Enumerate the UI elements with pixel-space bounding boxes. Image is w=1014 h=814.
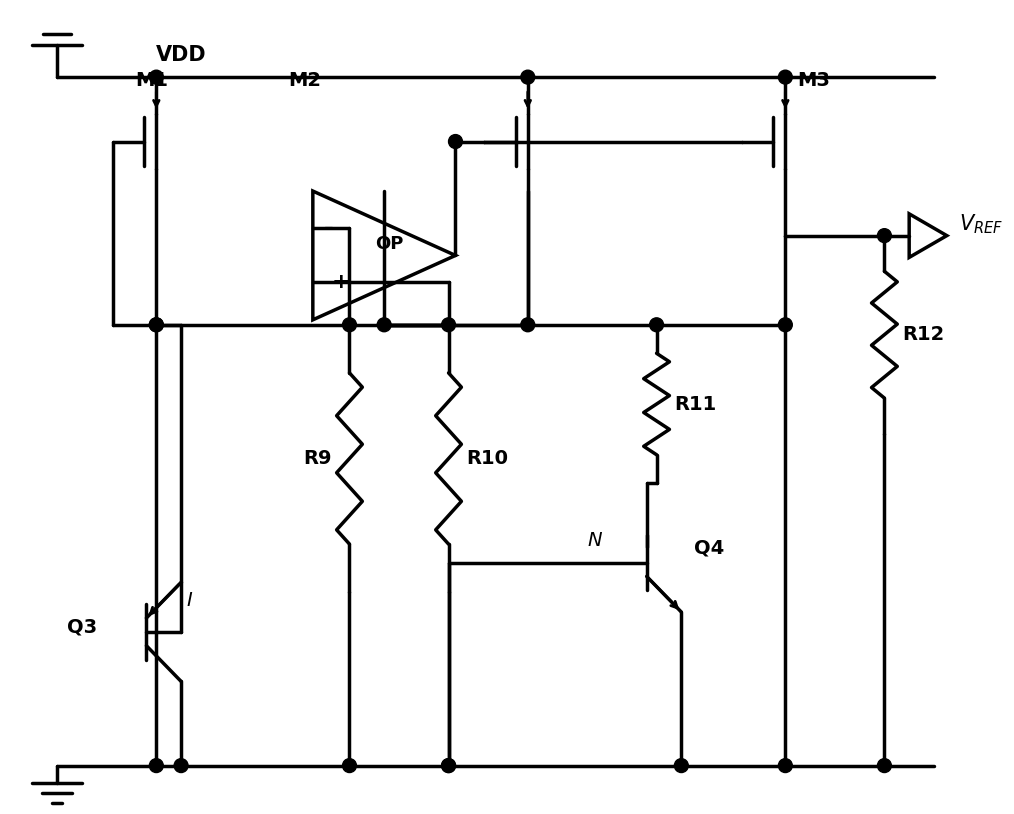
Circle shape bbox=[442, 317, 455, 332]
Circle shape bbox=[877, 229, 891, 243]
Text: I: I bbox=[186, 591, 192, 610]
Circle shape bbox=[650, 317, 663, 332]
Text: R11: R11 bbox=[674, 395, 717, 414]
Text: OP: OP bbox=[375, 234, 404, 252]
Circle shape bbox=[674, 759, 689, 772]
Circle shape bbox=[442, 759, 455, 772]
Circle shape bbox=[448, 134, 462, 148]
Circle shape bbox=[779, 70, 792, 84]
Text: M3: M3 bbox=[797, 71, 830, 90]
Text: R9: R9 bbox=[303, 449, 332, 468]
Text: +: + bbox=[332, 273, 350, 292]
Circle shape bbox=[149, 70, 163, 84]
Circle shape bbox=[377, 317, 391, 332]
Circle shape bbox=[521, 317, 534, 332]
Circle shape bbox=[174, 759, 188, 772]
Text: N: N bbox=[587, 532, 602, 550]
Text: VDD: VDD bbox=[156, 46, 207, 65]
Circle shape bbox=[149, 759, 163, 772]
Circle shape bbox=[779, 759, 792, 772]
Text: Q4: Q4 bbox=[695, 538, 724, 557]
Text: -: - bbox=[323, 217, 334, 240]
Text: Q3: Q3 bbox=[67, 617, 97, 637]
Circle shape bbox=[877, 759, 891, 772]
Circle shape bbox=[149, 317, 163, 332]
Circle shape bbox=[779, 317, 792, 332]
Text: R10: R10 bbox=[466, 449, 508, 468]
Circle shape bbox=[521, 70, 534, 84]
Circle shape bbox=[343, 317, 356, 332]
Text: M1: M1 bbox=[135, 71, 168, 90]
Text: M2: M2 bbox=[288, 71, 321, 90]
Circle shape bbox=[343, 759, 356, 772]
Circle shape bbox=[442, 759, 455, 772]
Text: R12: R12 bbox=[902, 325, 944, 344]
Text: $V_{REF}$: $V_{REF}$ bbox=[958, 212, 1003, 235]
Circle shape bbox=[149, 317, 163, 332]
